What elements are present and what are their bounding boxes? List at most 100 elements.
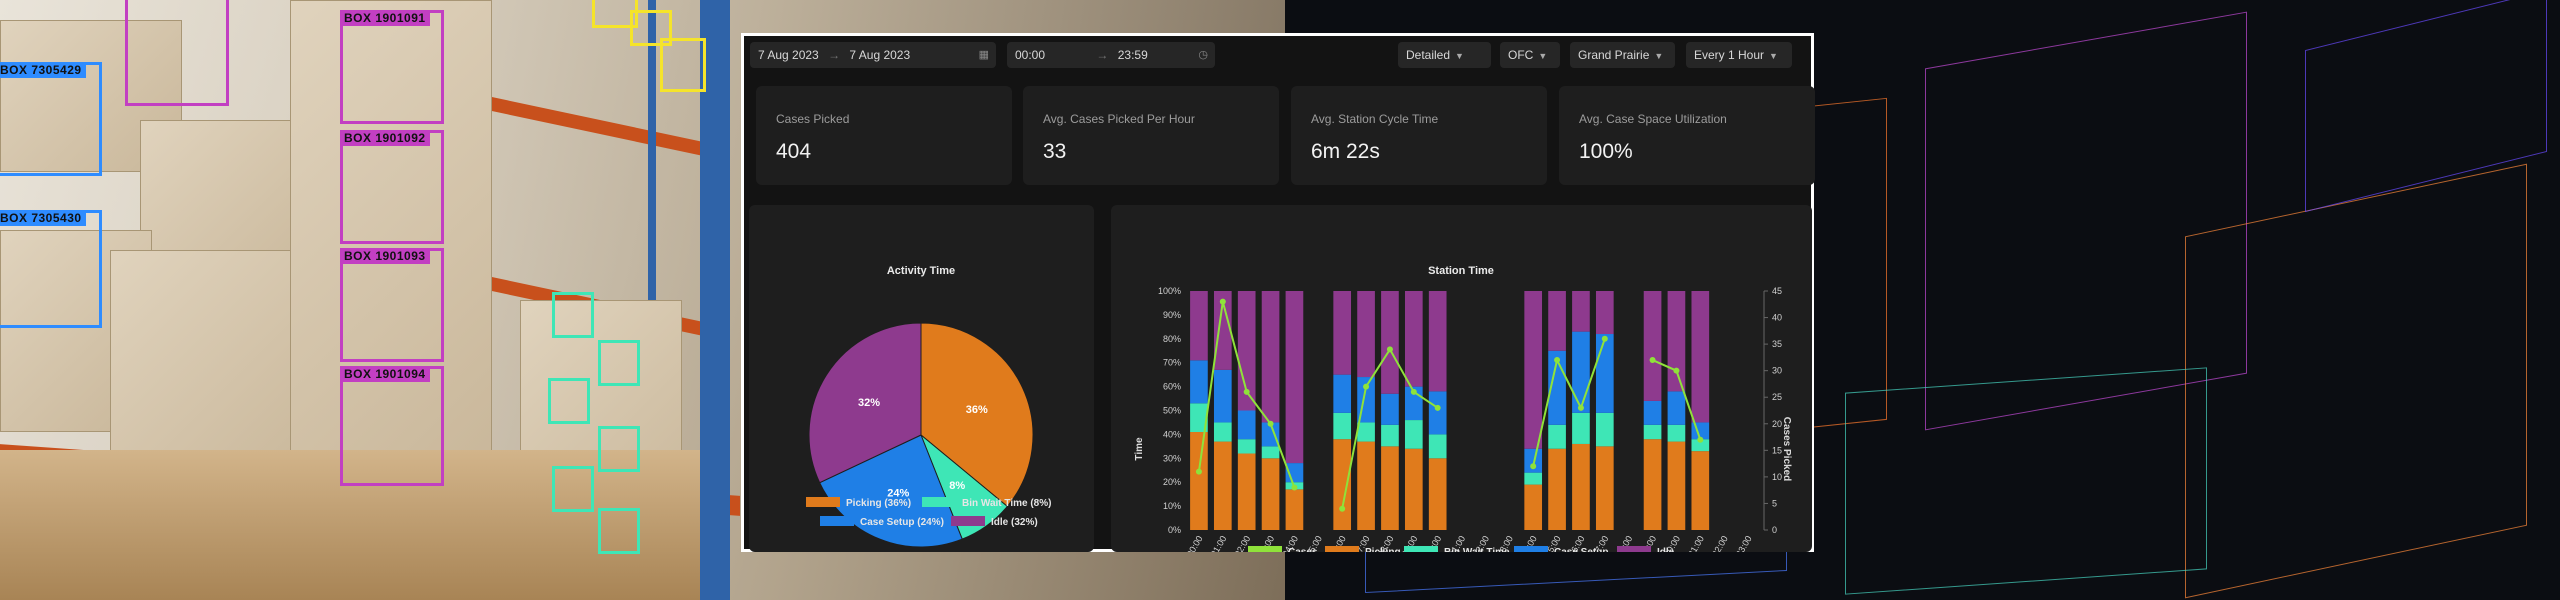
chart-title: Activity Time xyxy=(887,265,955,277)
date-to: 7 Aug 2023 xyxy=(849,48,911,62)
detection-box xyxy=(592,0,638,28)
bar-segment xyxy=(1237,291,1256,411)
bar-segment xyxy=(1237,453,1256,530)
bar-segment xyxy=(1261,422,1280,447)
bar-segment xyxy=(1404,420,1423,449)
bar-segment xyxy=(1333,439,1352,530)
cases-point xyxy=(1363,383,1370,390)
interval-dropdown[interactable]: Every 1 Hour ▼ xyxy=(1686,42,1792,68)
detection-label: BOX 1901092 xyxy=(340,130,430,146)
bar-segment xyxy=(1428,434,1447,459)
kpi-label: Avg. Station Cycle Time xyxy=(1311,112,1439,126)
legend-swatch xyxy=(1514,546,1548,556)
x-tick-label: 22:00 xyxy=(1710,534,1730,552)
bar-segment xyxy=(1357,422,1375,442)
bar-segment xyxy=(1524,448,1543,473)
legend-label: Picking xyxy=(1365,547,1401,552)
bar-segment xyxy=(1643,439,1662,530)
detection-box xyxy=(598,426,640,472)
detection-box xyxy=(125,0,229,106)
chevron-down-icon: ▼ xyxy=(1455,51,1464,61)
bar-segment xyxy=(1667,391,1686,425)
legend-swatch xyxy=(1404,546,1438,556)
legend-swatch xyxy=(806,497,840,507)
bar-segment xyxy=(1691,451,1710,530)
y-tick-label: 80% xyxy=(1163,334,1181,344)
cases-point xyxy=(1410,388,1417,395)
date-range-picker[interactable]: 7 Aug 2023 → 7 Aug 2023 ▦ xyxy=(750,42,996,68)
cases-point xyxy=(1673,367,1680,374)
bar-segment xyxy=(1572,443,1590,530)
y2-tick-label: 45 xyxy=(1772,286,1782,296)
y-tick-label: 100% xyxy=(1158,286,1181,296)
bar-segment xyxy=(1381,446,1399,530)
bar-segment xyxy=(1213,369,1232,423)
detection-box xyxy=(340,10,444,124)
cases-point xyxy=(1243,388,1250,395)
y-tick-label: 40% xyxy=(1163,429,1181,439)
legend-swatch xyxy=(922,497,956,507)
time-to: 23:59 xyxy=(1117,48,1148,62)
kpi-value: 100% xyxy=(1579,140,1633,163)
cases-point xyxy=(1697,436,1704,443)
cases-point xyxy=(1339,505,1346,512)
legend-swatch xyxy=(1325,546,1359,556)
bar-segment xyxy=(1381,393,1399,425)
dashboard-panel: 7 Aug 2023 → 7 Aug 2023 ▦ 00:00 → 23:59 … xyxy=(741,33,1815,559)
bar-segment xyxy=(1261,291,1280,423)
detection-label: BOX 1901094 xyxy=(340,366,430,382)
bar-segment xyxy=(1190,432,1208,530)
cases-point xyxy=(1219,298,1226,305)
bar-segment xyxy=(1428,458,1447,530)
legend-label: Bin Wait Time (8%) xyxy=(962,498,1051,509)
legend-label: Idle xyxy=(1657,547,1675,552)
cases-point xyxy=(1267,420,1274,427)
y-tick-label: 0% xyxy=(1168,525,1181,535)
bar-segment xyxy=(1667,424,1686,442)
crate xyxy=(290,0,492,472)
bar-segment xyxy=(1595,446,1614,530)
bar-segment xyxy=(1333,412,1352,440)
bar-segment xyxy=(1548,448,1566,530)
bar-segment xyxy=(1667,441,1686,530)
detection-label: BOX 7305429 xyxy=(0,62,86,78)
bar-segment xyxy=(1691,291,1710,423)
detection-box xyxy=(660,38,706,92)
bar-segment xyxy=(1548,291,1566,351)
facility-dropdown[interactable]: OFC ▼ xyxy=(1500,42,1560,68)
bar-segment xyxy=(1595,412,1614,447)
legend-label: Bin Wait Time xyxy=(1444,547,1510,552)
bar-segment xyxy=(1357,441,1375,530)
detection-box xyxy=(552,292,594,338)
edge-outline xyxy=(1845,367,2207,595)
y-tick-label: 10% xyxy=(1163,501,1181,511)
detection-box xyxy=(0,62,102,176)
bar-segment xyxy=(1691,439,1710,452)
y-tick-label: 70% xyxy=(1163,358,1181,368)
legend-label: Case Setup xyxy=(1554,547,1608,552)
y2-axis-label: Cases Picked xyxy=(1781,417,1792,482)
interval-value: Every 1 Hour xyxy=(1694,48,1765,62)
legend-label: Picking (36%) xyxy=(846,498,911,509)
view-dropdown[interactable]: Detailed ▼ xyxy=(1398,42,1491,68)
kpi-label: Avg. Case Space Utilization xyxy=(1579,112,1727,126)
detection-box xyxy=(340,248,444,362)
cases-point xyxy=(1530,463,1537,470)
detection-box xyxy=(340,130,444,244)
time-range-picker[interactable]: 00:00 → 23:59 ◷ xyxy=(1007,42,1215,68)
cases-point xyxy=(1195,468,1202,475)
chart-title: Station Time xyxy=(1428,265,1494,277)
cases-point xyxy=(1386,346,1393,353)
bar-segment xyxy=(1190,403,1208,433)
legend-label: Cases xyxy=(1288,547,1318,552)
bar-segment xyxy=(1357,291,1375,378)
legend-swatch xyxy=(820,516,854,526)
y2-tick-label: 40 xyxy=(1772,313,1782,323)
chevron-down-icon: ▼ xyxy=(1654,51,1664,61)
facility-value: OFC xyxy=(1508,48,1534,62)
site-dropdown[interactable]: Grand Prairie ▼ xyxy=(1570,42,1675,68)
bar-segment xyxy=(1261,458,1280,530)
chevron-down-icon: ▼ xyxy=(1769,51,1778,61)
chevron-down-icon: ▼ xyxy=(1538,51,1548,61)
bar-segment xyxy=(1548,424,1566,449)
